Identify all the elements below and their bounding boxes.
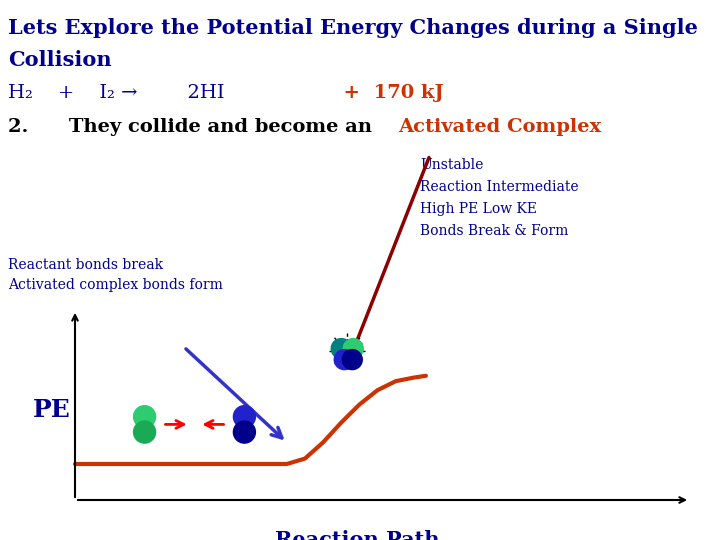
Text: Reactant bonds break: Reactant bonds break: [8, 258, 163, 272]
Text: 2.      They collide and become an: 2. They collide and become an: [8, 118, 379, 136]
Text: Collision: Collision: [8, 50, 112, 70]
Circle shape: [334, 349, 354, 369]
Circle shape: [134, 421, 156, 443]
Text: Reaction Intermediate: Reaction Intermediate: [420, 180, 579, 194]
Text: H₂    +    I₂ →        2HI: H₂ + I₂ → 2HI: [8, 84, 225, 102]
Text: Reaction Path: Reaction Path: [275, 530, 440, 540]
Circle shape: [342, 349, 362, 369]
Text: Activated Complex: Activated Complex: [398, 118, 601, 136]
Text: Bonds Break & Form: Bonds Break & Form: [420, 224, 568, 238]
Text: Lets Explore the Potential Energy Changes during a Single: Lets Explore the Potential Energy Change…: [8, 18, 698, 38]
Circle shape: [331, 339, 351, 359]
Circle shape: [134, 406, 156, 428]
Text: +  170 kJ: + 170 kJ: [330, 84, 444, 102]
Text: PE: PE: [33, 398, 71, 422]
Text: Activated complex bonds form: Activated complex bonds form: [8, 278, 223, 292]
Circle shape: [233, 406, 256, 428]
Circle shape: [233, 421, 256, 443]
Text: Unstable: Unstable: [420, 158, 483, 172]
Circle shape: [343, 339, 364, 359]
Text: High PE Low KE: High PE Low KE: [420, 202, 537, 216]
